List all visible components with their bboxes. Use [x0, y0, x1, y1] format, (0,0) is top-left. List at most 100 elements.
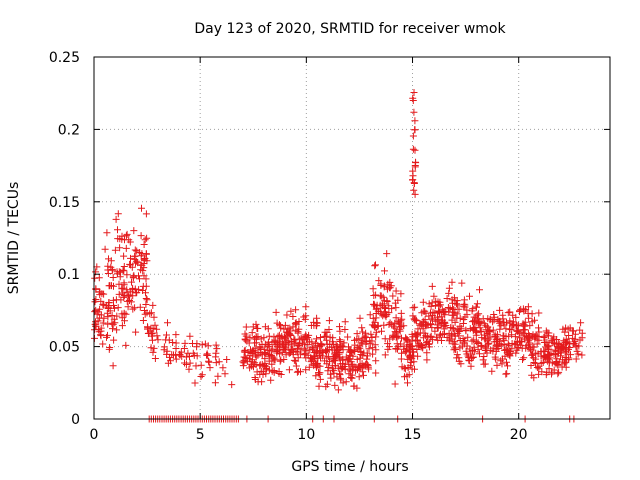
data-point: [127, 298, 135, 306]
data-point: [262, 370, 270, 378]
data-point: [327, 374, 335, 382]
data-point: [109, 325, 116, 333]
data-point: [264, 338, 272, 346]
data-point: [359, 328, 367, 336]
data-point: [436, 332, 444, 340]
data-point: [550, 350, 558, 358]
data-point: [147, 309, 155, 317]
data-point: [453, 354, 461, 362]
data-point: [414, 352, 422, 360]
data-point: [212, 353, 220, 361]
data-point: [360, 371, 367, 379]
data-point: [502, 345, 510, 353]
data-point: [294, 328, 302, 336]
data-point: [141, 255, 149, 262]
data-point: [409, 345, 416, 353]
data-point: [142, 250, 150, 258]
data-point: [142, 282, 150, 290]
data-point: [139, 287, 147, 294]
data-point: [353, 330, 361, 338]
data-point: [242, 323, 250, 331]
data-point: [302, 312, 310, 320]
data-point: [372, 310, 380, 317]
data-point: [420, 307, 428, 315]
data-point: [211, 379, 219, 387]
data-point: [506, 308, 514, 316]
data-point: [385, 309, 393, 317]
data-point: [402, 335, 410, 343]
data-point: [253, 324, 261, 332]
data-point: [443, 334, 451, 341]
data-point: [277, 324, 285, 332]
data-point: [397, 309, 405, 317]
data-point: [146, 310, 154, 318]
data-point: [356, 342, 364, 350]
data-point: [248, 329, 256, 337]
data-point: [520, 331, 528, 339]
data-point: [316, 369, 324, 377]
data-point: [254, 349, 262, 356]
data-point: [107, 257, 115, 265]
data-point: [116, 244, 124, 252]
data-point: [318, 349, 326, 357]
data-point: [180, 345, 188, 352]
data-point: [475, 320, 483, 328]
data-point: [214, 372, 222, 380]
data-point: [172, 355, 180, 363]
data-point: [348, 374, 356, 382]
data-point: [323, 336, 331, 344]
data-point: [186, 353, 193, 360]
data-point: [317, 334, 324, 341]
data-point: [386, 278, 394, 286]
data-point: [467, 362, 475, 370]
data-point: [164, 359, 172, 367]
data-point: [469, 354, 477, 361]
data-point: [316, 375, 324, 383]
data-point: [400, 342, 408, 350]
data-point: [503, 358, 510, 366]
data-point: [532, 349, 540, 357]
data-point: [483, 349, 491, 357]
data-point: [160, 343, 168, 351]
data-point: [533, 364, 541, 371]
data-point: [409, 348, 417, 356]
y-tick-label: 0.1: [58, 267, 80, 283]
data-point: [359, 368, 367, 376]
data-point: [526, 339, 534, 347]
data-point: [548, 337, 556, 345]
data-point: [132, 328, 140, 336]
data-point: [423, 356, 431, 364]
data-point: [325, 353, 333, 361]
data-point: [535, 336, 543, 344]
data-point: [249, 323, 257, 331]
data-point: [129, 292, 137, 300]
data-point: [302, 366, 310, 374]
data-point: [140, 241, 148, 248]
data-point: [529, 350, 536, 358]
data-point: [448, 311, 456, 319]
data-point: [378, 327, 385, 335]
data-point: [347, 347, 355, 355]
spike-point: [410, 179, 418, 187]
data-point: [435, 301, 443, 309]
data-point: [509, 321, 517, 328]
data-point: [133, 247, 141, 255]
data-point: [114, 210, 122, 218]
data-point: [456, 314, 464, 322]
data-point: [476, 350, 483, 358]
data-point: [212, 341, 220, 349]
data-point: [136, 249, 144, 256]
data-point: [447, 324, 455, 332]
data-point: [120, 267, 128, 275]
data-point: [283, 311, 291, 319]
data-point: [463, 350, 471, 358]
data-point: [164, 319, 171, 327]
data-point: [189, 349, 197, 357]
data-point: [136, 275, 143, 283]
data-point: [219, 364, 227, 372]
data-point: [444, 304, 452, 311]
data-point: [279, 340, 286, 348]
data-point: [484, 323, 492, 331]
data-point: [127, 288, 135, 296]
data-point: [381, 351, 389, 359]
